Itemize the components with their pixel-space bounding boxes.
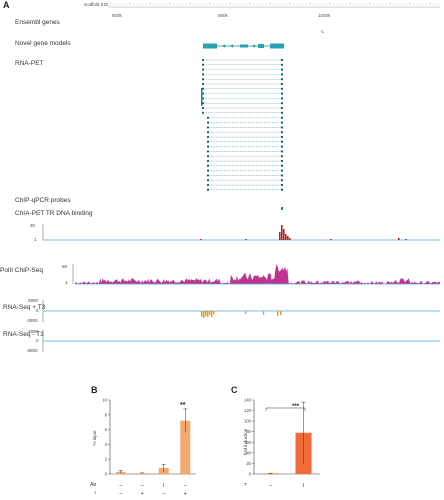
chiapet-peak xyxy=(245,239,247,240)
scaffold-coordinate: scaffold 210 xyxy=(84,2,109,7)
panel-b-ytick-label: 8 xyxy=(105,412,108,417)
chiapet-tick-label: 1 xyxy=(34,237,37,242)
track-label-pol2: PolII ChIP-Seq xyxy=(0,267,43,274)
panel-c-ytick-label: 60 xyxy=(246,440,251,445)
panel-b-ytick-label: 10 xyxy=(102,398,107,403)
rnaseq-plus-tick-label: 2800 xyxy=(28,298,39,303)
panel-b-bar xyxy=(180,420,191,474)
rnaseq-minus-tick-label: 0 xyxy=(36,338,39,343)
chiapet-peak xyxy=(405,239,407,240)
genome-browser: 800k 880k 1000k -1 20 1 56 1 2800 0 -28 xyxy=(26,2,440,353)
panel-c-ylabel: fold induction xyxy=(243,428,248,455)
panel-c-ytick-label: 120 xyxy=(244,408,252,413)
ruler: 800k 880k 1000k xyxy=(108,2,440,18)
panel-c-ytick-label: 0 xyxy=(249,472,252,477)
rnaseq-plus-tick-label: -2800 xyxy=(26,318,38,323)
panel-c-ytick-label: 140 xyxy=(244,398,252,403)
track-label-probes: ChIP-qPCR probes xyxy=(15,197,71,204)
chiapet-peak xyxy=(289,238,291,240)
pol2-tick-label: 56 xyxy=(62,264,68,269)
panel-b-ytick-label: 0 xyxy=(105,472,108,477)
chiapet-peak xyxy=(200,239,202,240)
panel-b-ytick-label: 6 xyxy=(105,427,108,432)
panel-b-ytick-label: 2 xyxy=(105,457,108,462)
panel-b-bar xyxy=(137,473,148,474)
chiapet-peak xyxy=(283,229,285,240)
panel-c-letter: C xyxy=(231,385,238,395)
track-label-novel: Novel gene models xyxy=(15,40,71,47)
panel-b-condition-mark: – xyxy=(162,491,165,497)
chiapet-peak xyxy=(398,238,400,240)
panel-b-letter: B xyxy=(91,385,98,395)
rnaseq-plus-tick-label: 0 xyxy=(36,308,39,313)
panel-c-significance: *** xyxy=(292,404,300,410)
panel-a-letter: A xyxy=(3,0,10,10)
chiapet-peak xyxy=(281,225,283,240)
panel-c-ytick-label: 20 xyxy=(246,461,251,466)
panel-c-condition-mark: I xyxy=(303,483,304,489)
ruler-tick-label: 880k xyxy=(218,13,229,18)
rnaseq-plus-track: 2800 0 -2800 xyxy=(26,298,440,323)
rnaseq-minus-tick-label: -2800 xyxy=(26,348,38,353)
chiapet-tick-label: 20 xyxy=(30,223,36,228)
panel-c-bar xyxy=(262,473,279,475)
rnaseq-minus-track: 2800 0 -2800 xyxy=(26,329,440,353)
pol2-track: 56 1 xyxy=(62,264,440,285)
panel-b-ytick-label: 4 xyxy=(105,442,108,447)
panel-b-condition-mark: – xyxy=(184,483,187,489)
pol2-tick-label: 1 xyxy=(65,280,68,285)
panel-b-condition-mark: + xyxy=(184,491,187,497)
track-label-rnaseq-plus: RNA-Seq + T3 xyxy=(3,304,46,311)
panel-b-condition-mark: – xyxy=(119,491,122,497)
chiapet-track: 20 1 xyxy=(30,223,440,242)
chiapet-peak xyxy=(287,236,289,240)
rna-pet-track xyxy=(201,59,283,191)
panel-b-condition-mark: I xyxy=(163,483,164,489)
ruler-tick-label: 800k xyxy=(112,13,123,18)
panel-b-condition-mark: + xyxy=(141,491,144,497)
panel-c-condition-mark: – xyxy=(269,483,272,489)
panel-b-significance: ** xyxy=(180,402,186,409)
track-label-chiapet: ChIA-PET TR DNA binding xyxy=(15,210,93,217)
chiapet-peak xyxy=(285,234,287,240)
track-label-ensembl: Ensembl genes xyxy=(15,19,60,26)
novel-gene-model xyxy=(203,43,284,49)
track-label-rnaseq-minus: RNA-Seq - T3 xyxy=(3,331,44,338)
panel-c-ytick-label: 100 xyxy=(244,419,252,424)
rnaseq-minus-tick-label: 2800 xyxy=(28,329,39,334)
panel-b-condition-mark: – xyxy=(141,483,144,489)
ensembl-gene-mark: -1 xyxy=(320,29,324,34)
track-label-rnapet: RNA-PET xyxy=(15,60,44,67)
ruler-tick-label: 1000k xyxy=(318,13,331,18)
panel-c-row-label: T xyxy=(244,482,247,487)
chip-qpcr-probe xyxy=(281,207,283,210)
panel-b-row2-label: T xyxy=(94,490,97,495)
panel-b-chart: 0 2 4 6 8 10 % input ** Ab T – – – + I – – + xyxy=(90,398,196,497)
chiapet-peak xyxy=(279,232,281,240)
panel-c-ytick-label: 40 xyxy=(246,450,251,455)
panel-b-condition-mark: – xyxy=(119,483,122,489)
panel-b-ylabel: % input xyxy=(92,430,97,446)
panel-c-ytick-label: 80 xyxy=(246,429,251,434)
panel-b-row-label: Ab xyxy=(90,482,96,488)
chiapet-peak xyxy=(330,239,332,240)
